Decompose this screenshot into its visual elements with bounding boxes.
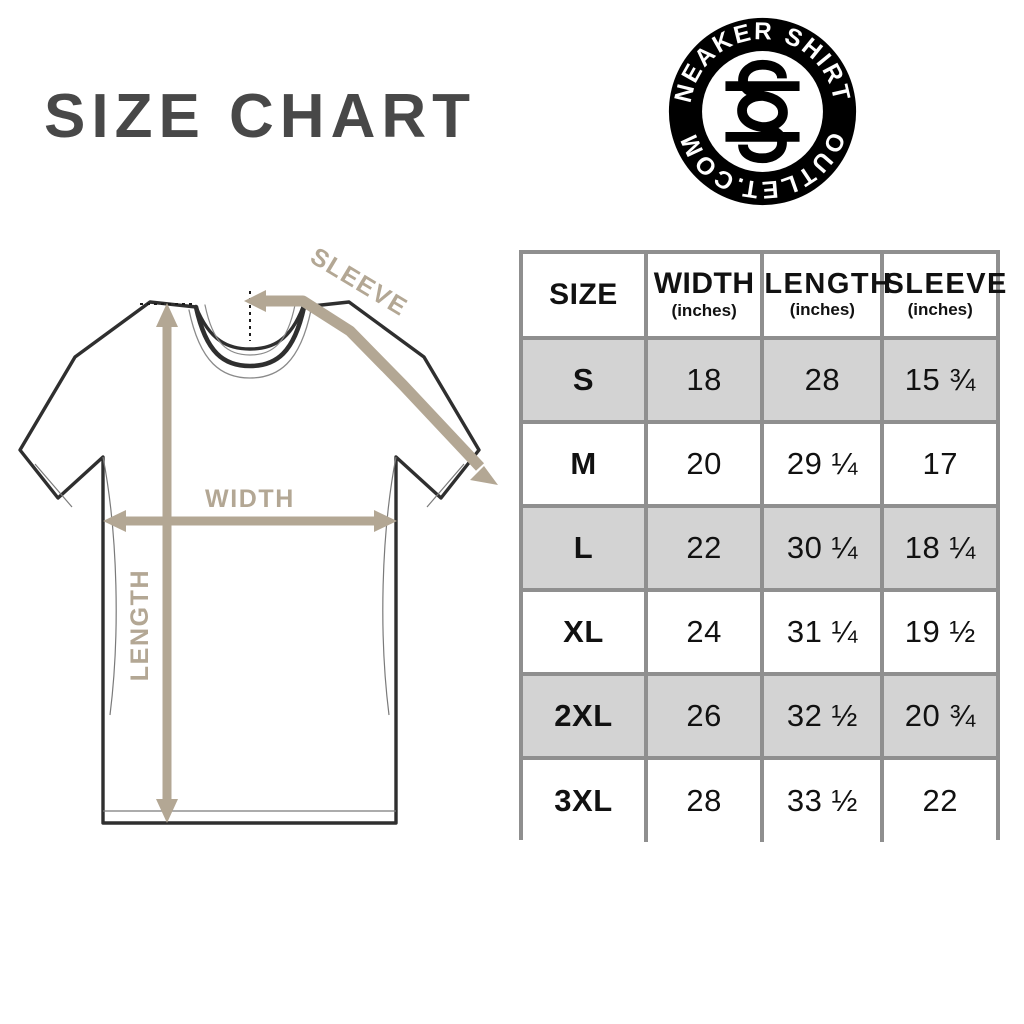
tshirt-outline bbox=[18, 300, 481, 825]
table-row: S 18 28 15 ¾ bbox=[523, 338, 996, 424]
cell-size: 2XL bbox=[523, 674, 648, 760]
header-cell-sleeve: SLEEVE (inches) bbox=[882, 254, 1008, 340]
header-cell-length: LENGTH (inches) bbox=[762, 254, 893, 340]
cell-width: 24 bbox=[645, 590, 765, 676]
header-title-size: SIZE bbox=[549, 277, 618, 311]
width-measure-arrow bbox=[103, 510, 397, 532]
tshirt-detail-lines bbox=[34, 456, 465, 812]
header-title-sleeve: SLEEVE bbox=[884, 267, 1008, 300]
tshirt-neckline bbox=[188, 304, 312, 379]
size-chart-table: SIZE WIDTH (inches) LENGTH (inches) SLEE… bbox=[519, 250, 1008, 842]
cell-width: 22 bbox=[645, 506, 765, 592]
cell-length: 33 ½ bbox=[762, 758, 885, 842]
cell-sleeve: 22 bbox=[882, 758, 996, 842]
cell-length: 30 ¼ bbox=[762, 506, 885, 592]
width-label: WIDTH bbox=[205, 485, 295, 513]
cell-width: 26 bbox=[645, 674, 765, 760]
table-row: L 22 30 ¼ 18 ¼ bbox=[523, 506, 996, 592]
header-sub-width: (inches) bbox=[671, 300, 737, 320]
cell-length: 28 bbox=[762, 338, 885, 424]
cell-size: S bbox=[523, 338, 648, 424]
sleeve-measure-arrow bbox=[244, 290, 498, 485]
cell-sleeve: 15 ¾ bbox=[882, 338, 996, 424]
header-title-width: WIDTH bbox=[653, 267, 755, 301]
table-row: M 20 29 ¼ 17 bbox=[523, 422, 996, 508]
cell-size: 3XL bbox=[523, 758, 648, 842]
length-label: LENGTH bbox=[126, 569, 154, 681]
cell-sleeve: 18 ¼ bbox=[882, 506, 996, 592]
table-row: 3XL 28 33 ½ 22 bbox=[523, 758, 996, 842]
table-row: XL 24 31 ¼ 19 ½ bbox=[523, 590, 996, 676]
cell-width: 28 bbox=[645, 758, 765, 842]
tshirt-measurement-diagram: SLEEVE WIDTH LENGTH bbox=[0, 245, 510, 845]
logo-monogram bbox=[725, 59, 800, 164]
cell-size: M bbox=[523, 422, 648, 508]
header-cell-width: WIDTH (inches) bbox=[645, 254, 765, 340]
header-sub-sleeve: (inches) bbox=[907, 300, 973, 320]
cell-width: 20 bbox=[645, 422, 765, 508]
header-sub-length: (inches) bbox=[789, 300, 855, 320]
cell-width: 18 bbox=[645, 338, 765, 424]
page-title: SIZE CHART bbox=[44, 82, 476, 151]
header-cell-size: SIZE bbox=[523, 254, 648, 340]
cell-sleeve: 17 bbox=[882, 422, 996, 508]
table-header-row: SIZE WIDTH (inches) LENGTH (inches) SLEE… bbox=[523, 254, 1008, 340]
cell-length: 31 ¼ bbox=[762, 590, 885, 676]
cell-size: XL bbox=[523, 590, 648, 676]
cell-size: L bbox=[523, 506, 648, 592]
table-body: S 18 28 15 ¾ M 20 29 ¼ 17 L 22 30 ¼ 18 ¼… bbox=[523, 338, 996, 842]
cell-length: 29 ¼ bbox=[762, 422, 885, 508]
brand-logo: SNEAKER SHIRTS OUTLET.COM bbox=[665, 14, 860, 209]
cell-sleeve: 20 ¾ bbox=[882, 674, 996, 760]
table-row: 2XL 26 32 ½ 20 ¾ bbox=[523, 674, 996, 760]
cell-sleeve: 19 ½ bbox=[882, 590, 996, 676]
cell-length: 32 ½ bbox=[762, 674, 885, 760]
header-title-length: LENGTH bbox=[764, 267, 893, 300]
length-measure-arrow bbox=[156, 303, 178, 823]
